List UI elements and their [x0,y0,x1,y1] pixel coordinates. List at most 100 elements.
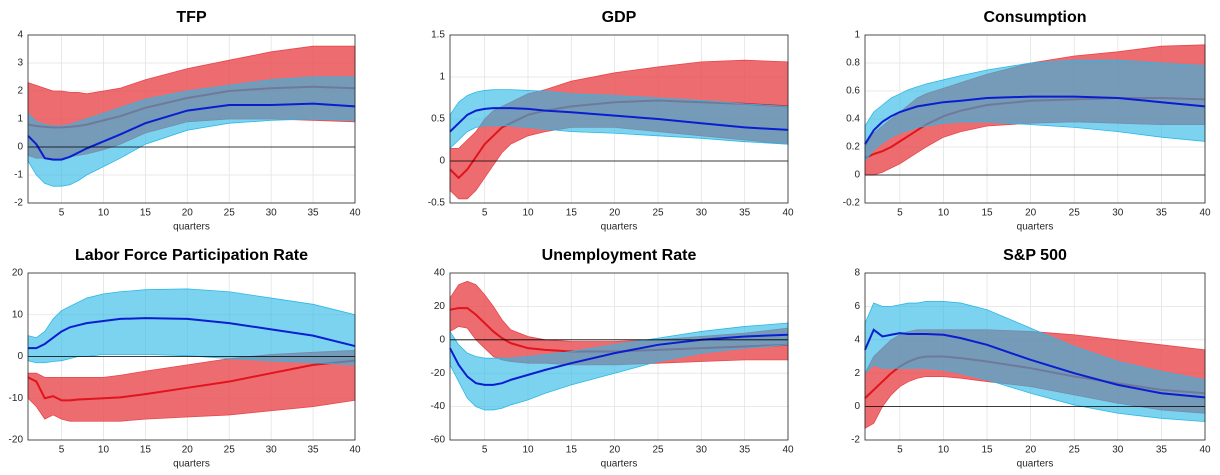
panel: -0.5 0 0.5 1 1.5 5 10 15 20 25 30 35 40 GDP quarters [428,9,794,232]
chart-title: S&P 500 [1003,247,1067,264]
y-tick-label: -0.5 [428,198,446,209]
x-tick-label: 20 [609,445,621,456]
y-tick-label: 6 [854,301,860,312]
x-tick-label: 10 [98,445,110,456]
axes-box [27,272,356,441]
x-tick-label: 5 [59,445,65,456]
x-tick-label: 5 [482,208,488,219]
axes-box [864,272,1206,441]
y-tick-label: 1.5 [431,30,445,41]
x-tick-label: 30 [266,445,278,456]
x-tick-label: 10 [938,445,950,456]
x-tick-label: 30 [696,445,708,456]
x-tick-label: 35 [308,208,320,219]
y-tick-label: -1 [14,170,23,181]
response-line [27,102,356,161]
y-tick-label: 0.5 [431,114,445,125]
x-tick-label: 35 [739,208,751,219]
x-tick-label: 25 [224,208,236,219]
x-tick-label: 5 [897,208,903,219]
chart-title: TFP [176,9,207,26]
x-tick-label: 15 [566,208,578,219]
y-tick-label: 0 [17,142,23,153]
response-line [449,107,789,133]
y-tick-label: 0 [439,156,445,167]
y-tick-label: -0.2 [843,198,861,209]
y-tick-label: 0 [17,351,23,362]
x-tick-label: 20 [609,208,621,219]
chart-title: GDP [602,9,637,26]
x-tick-label: 5 [59,208,65,219]
x-tick-label: 15 [140,208,152,219]
y-tick-label: 20 [12,268,24,279]
x-tick-label: 15 [566,445,578,456]
panel: -20 -10 0 10 20 5 10 15 20 25 30 35 40 Labor Force Pa… [9,247,361,469]
axes-box [449,34,789,204]
y-tick-label: 3 [17,58,23,69]
y-tick-label: 0.2 [846,142,860,153]
x-tick-label: 15 [140,445,152,456]
y-tick-label: -2 [14,198,23,209]
y-tick-label: 40 [434,268,446,279]
x-tick-label: 10 [98,208,110,219]
x-tick-label: 10 [938,208,950,219]
y-tick-label: 4 [17,30,23,41]
panel: -2 0 2 4 6 8 5 10 15 20 25 30 35 40 S&P 500 quarters [851,247,1211,469]
x-tick-label: 20 [182,208,194,219]
x-tick-label: 35 [1156,445,1168,456]
y-tick-label: 0.8 [846,58,860,69]
x-tick-label: 35 [1156,208,1168,219]
x-tick-label: 30 [696,208,708,219]
x-tick-label: 40 [782,445,794,456]
panel: -0.200.20.40.60.815 10 15 20 25 30 35 40Consump… [843,9,1211,232]
x-tick-label: 40 [1199,208,1211,219]
x-tick-label: 25 [652,445,664,456]
y-tick-label: 10 [12,309,24,320]
chart-title: Unemployment Rate [542,247,697,264]
x-tick-label: 5 [482,445,488,456]
axes-box [27,34,356,204]
chart-title: Labor Force Participation Rate [75,247,308,264]
y-tick-label: 8 [854,268,860,279]
y-tick-label: -40 [431,401,446,412]
x-axis-label: quarters [1017,459,1054,470]
x-tick-label: 25 [1069,445,1081,456]
x-tick-label: 20 [1025,445,1037,456]
y-tick-label: -2 [851,435,860,446]
y-tick-label: 0.6 [846,86,860,97]
y-tick-label: 0 [854,170,860,181]
response-line [28,317,356,350]
x-tick-label: 25 [652,208,664,219]
y-tick-label: 2 [17,86,23,97]
x-tick-label: 30 [266,208,278,219]
x-tick-label: 40 [349,445,361,456]
response-line [864,95,1206,145]
x-tick-label: 20 [1025,208,1037,219]
y-tick-label: 0 [854,401,860,412]
x-axis-label: quarters [173,459,210,470]
y-tick-label: 1 [439,72,445,83]
x-tick-label: 35 [739,445,751,456]
y-tick-label: -10 [9,393,24,404]
axes-box [449,272,789,441]
response-line [864,328,1206,399]
x-tick-label: 30 [1112,445,1124,456]
y-tick-label: 20 [434,301,446,312]
x-tick-label: 10 [522,445,534,456]
chart-title: Consumption [983,9,1086,26]
y-tick-label: -60 [431,435,446,446]
panel: -2 -1 0 1 2 3 4 5 10 15 20 25 30 35 40 TFP quarters [14,9,361,232]
x-tick-label: 35 [308,445,320,456]
y-tick-label: 1 [854,30,860,41]
x-tick-label: 25 [224,445,236,456]
response-line [449,333,789,386]
y-tick-label: -20 [9,435,24,446]
x-axis-label: quarters [601,459,638,470]
x-tick-label: 40 [349,208,361,219]
y-tick-label: 0.4 [846,114,860,125]
response-line [27,359,356,402]
x-tick-label: 20 [182,445,194,456]
x-axis-label: quarters [173,222,210,233]
x-tick-label: 5 [897,445,903,456]
